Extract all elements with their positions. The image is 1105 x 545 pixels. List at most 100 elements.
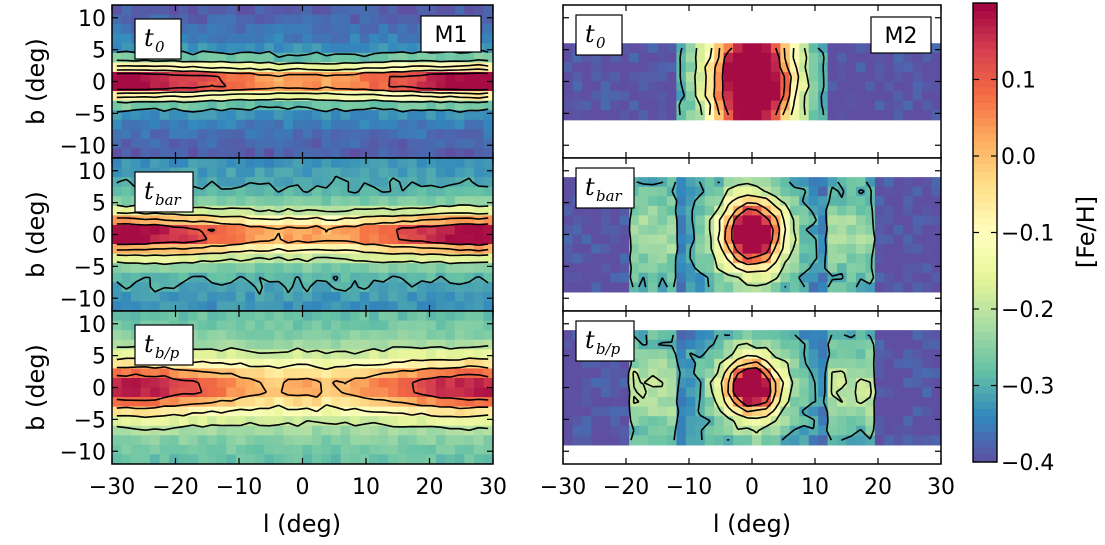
heatmap-cell — [600, 397, 611, 408]
heatmap-cell — [188, 435, 199, 446]
heatmap-cell — [321, 282, 332, 293]
heatmap-cell — [837, 91, 848, 102]
heatmap-cell — [226, 406, 237, 417]
heatmap-cell — [922, 224, 933, 236]
heatmap-cell — [121, 358, 132, 369]
heatmap-cell — [407, 110, 418, 121]
m1-t0-contour-lines — [116, 49, 489, 113]
heatmap-cell — [827, 224, 838, 236]
heatmap-cell — [216, 282, 227, 293]
colorbar-segment — [973, 232, 997, 241]
heatmap-cell — [799, 215, 810, 226]
heatmap-cell — [264, 205, 275, 216]
heatmap-cell — [369, 454, 380, 464]
heatmap-cell — [121, 5, 132, 16]
heatmap-cell — [610, 224, 621, 236]
heatmap-cell — [483, 129, 493, 140]
heatmap-cell — [714, 205, 725, 216]
heatmap-cell — [704, 425, 715, 436]
heatmap-cell — [273, 177, 285, 188]
heatmap-cell — [619, 263, 630, 274]
x-axis-label-left: l (deg) — [263, 510, 341, 538]
heatmap-cell — [207, 263, 218, 274]
heatmap-cell — [283, 263, 294, 274]
m2-t0-heatmap-cells — [563, 43, 941, 121]
heatmap-cell — [359, 14, 370, 25]
heatmap-cell — [685, 91, 696, 102]
heatmap-cell — [619, 81, 630, 92]
heatmap-cell — [827, 358, 838, 369]
heatmap-cell — [610, 100, 621, 111]
heatmap-cell — [704, 196, 715, 207]
heatmap-cell — [359, 244, 370, 255]
heatmap-cell — [563, 71, 574, 83]
heatmap-cell — [893, 234, 904, 245]
heatmap-cell — [254, 397, 266, 408]
heatmap-cell — [464, 119, 475, 130]
heatmap-cell — [350, 158, 361, 169]
heatmap-cell — [473, 167, 485, 178]
heatmap-cell — [388, 14, 399, 25]
heatmap-cell — [685, 52, 696, 63]
heatmap-cell — [827, 43, 838, 54]
heatmap-cell — [388, 138, 399, 150]
heatmap-cell — [657, 186, 668, 197]
heatmap-cell — [416, 100, 427, 111]
heatmap-cell — [245, 110, 256, 121]
heatmap-cell — [752, 263, 763, 274]
colorbar-segment — [973, 140, 997, 149]
heatmap-cell — [704, 397, 715, 408]
heatmap-cell — [112, 311, 123, 322]
heatmap-cell — [273, 330, 285, 341]
colorbar-segment — [973, 309, 997, 318]
heatmap-cell — [340, 100, 351, 111]
heatmap-cell — [197, 444, 208, 456]
heatmap-cell — [264, 224, 275, 236]
heatmap-cell — [321, 100, 332, 111]
heatmap-cell — [483, 387, 493, 398]
heatmap-cell — [331, 138, 342, 150]
heatmap-cell — [378, 14, 389, 25]
heatmap-cell — [874, 397, 885, 408]
heatmap-cell — [563, 397, 574, 408]
heatmap-cell — [378, 435, 389, 446]
heatmap-cell — [454, 148, 466, 158]
heatmap-cell — [340, 301, 351, 311]
heatmap-cell — [397, 24, 408, 35]
heatmap-cell — [464, 196, 475, 207]
heatmap-cell — [445, 368, 456, 379]
heatmap-cell — [903, 282, 914, 293]
heatmap-cell — [264, 330, 275, 341]
heatmap-cell — [648, 71, 659, 83]
colorbar-tick-label: −0.4 — [1001, 451, 1054, 476]
heatmap-cell — [426, 397, 437, 408]
heatmap-cell — [742, 43, 753, 54]
heatmap-cell — [563, 263, 574, 274]
heatmap-cell — [648, 186, 659, 197]
heatmap-cell — [359, 282, 370, 293]
heatmap-cell — [435, 349, 446, 360]
colorbar-segment — [973, 56, 997, 65]
heatmap-cell — [359, 138, 370, 150]
heatmap-cell — [207, 91, 218, 102]
heatmap-cell — [581, 224, 592, 236]
heatmap-cell — [473, 81, 485, 92]
heatmap-cell — [931, 253, 941, 264]
heatmap-cell — [197, 148, 208, 158]
heatmap-cell — [292, 454, 304, 464]
heatmap-cell — [464, 148, 475, 158]
heatmap-cell — [369, 110, 380, 121]
heatmap-cell — [207, 311, 218, 322]
heatmap-cell — [818, 263, 829, 274]
heatmap-cell — [789, 234, 800, 245]
heatmap-cell — [407, 349, 418, 360]
heatmap-cell — [827, 435, 838, 446]
heatmap-cell — [264, 5, 275, 16]
heatmap-cell — [742, 339, 753, 350]
heatmap-cell — [283, 81, 294, 92]
heatmap-cell — [207, 119, 218, 130]
heatmap-cell — [581, 110, 592, 121]
heatmap-cell — [855, 177, 866, 188]
x-tick-label: −30 — [89, 475, 135, 500]
